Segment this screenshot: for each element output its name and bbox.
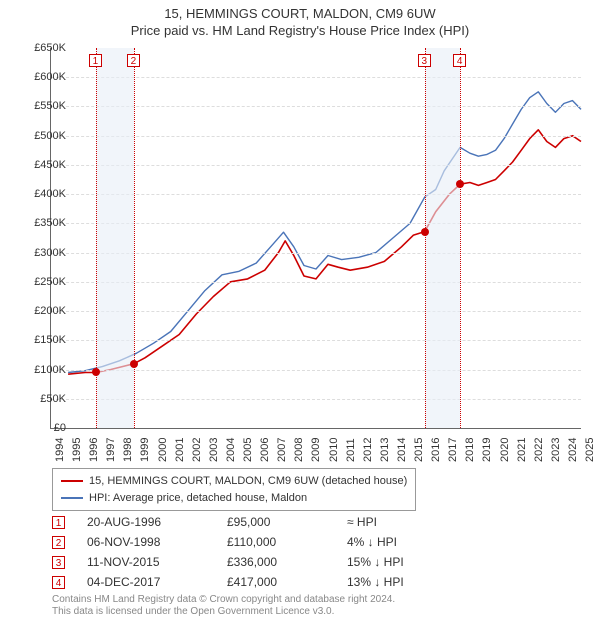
y-axis-label: £650K	[34, 42, 66, 54]
event-price: £417,000	[227, 575, 347, 589]
chart-marker-box: 4	[453, 54, 466, 67]
x-axis-label: 2015	[413, 438, 425, 462]
x-axis-label: 2001	[174, 438, 186, 462]
x-axis-label: 2006	[259, 438, 271, 462]
x-axis-label: 2004	[225, 438, 237, 462]
chart-marker-box: 3	[418, 54, 431, 67]
event-marker-box: 4	[52, 576, 65, 589]
chart-event-dot	[456, 180, 464, 188]
legend-swatch	[61, 480, 83, 482]
chart-container: 15, HEMMINGS COURT, MALDON, CM9 6UW Pric…	[0, 0, 600, 620]
x-axis-label: 2008	[293, 438, 305, 462]
y-axis-label: £200K	[34, 305, 66, 317]
event-marker-box: 1	[52, 516, 65, 529]
y-axis-label: £150K	[34, 334, 66, 346]
y-axis-label: £450K	[34, 159, 66, 171]
event-date: 11-NOV-2015	[87, 555, 227, 569]
event-hpi: 4% ↓ HPI	[347, 535, 487, 549]
footer: Contains HM Land Registry data © Crown c…	[52, 594, 395, 618]
x-axis-label: 2023	[550, 438, 562, 462]
x-axis-label: 2024	[567, 438, 579, 462]
x-axis-label: 2017	[447, 438, 459, 462]
x-axis-label: 2005	[242, 438, 254, 462]
x-axis-label: 1999	[139, 438, 151, 462]
x-axis-label: 2021	[516, 438, 528, 462]
x-axis-label: 1996	[88, 438, 100, 462]
x-axis-label: 2025	[584, 438, 596, 462]
y-axis-label: £250K	[34, 276, 66, 288]
title-line-1: 15, HEMMINGS COURT, MALDON, CM9 6UW	[0, 6, 600, 23]
x-axis-label: 2020	[499, 438, 511, 462]
x-axis-label: 1998	[122, 438, 134, 462]
x-axis-label: 1994	[54, 438, 66, 462]
x-axis-label: 2002	[191, 438, 203, 462]
event-hpi: 15% ↓ HPI	[347, 555, 487, 569]
event-date: 04-DEC-2017	[87, 575, 227, 589]
x-axis-label: 2014	[396, 438, 408, 462]
event-row: 1 20-AUG-1996 £95,000 ≈ HPI	[52, 512, 487, 532]
event-row: 4 04-DEC-2017 £417,000 13% ↓ HPI	[52, 572, 487, 592]
y-axis-label: £100K	[34, 364, 66, 376]
x-axis-label: 2003	[208, 438, 220, 462]
x-axis-label: 2019	[481, 438, 493, 462]
x-axis-label: 2018	[464, 438, 476, 462]
title-line-2: Price paid vs. HM Land Registry's House …	[0, 23, 600, 40]
x-axis-label: 2010	[328, 438, 340, 462]
event-row: 2 06-NOV-1998 £110,000 4% ↓ HPI	[52, 532, 487, 552]
event-date: 06-NOV-1998	[87, 535, 227, 549]
footer-line-1: Contains HM Land Registry data © Crown c…	[52, 594, 395, 606]
chart-plot-area	[50, 48, 581, 429]
chart-event-dot	[421, 228, 429, 236]
x-axis-label: 2012	[362, 438, 374, 462]
y-axis-label: £600K	[34, 71, 66, 83]
event-price: £336,000	[227, 555, 347, 569]
chart-event-dot	[92, 368, 100, 376]
x-axis-label: 1995	[71, 438, 83, 462]
event-date: 20-AUG-1996	[87, 515, 227, 529]
y-axis-label: £0	[54, 422, 66, 434]
legend-label: 15, HEMMINGS COURT, MALDON, CM9 6UW (det…	[89, 473, 407, 490]
legend-swatch	[61, 497, 83, 499]
event-marker-box: 2	[52, 536, 65, 549]
x-axis-label: 2009	[310, 438, 322, 462]
x-axis-label: 2011	[345, 438, 357, 462]
event-price: £110,000	[227, 535, 347, 549]
footer-line-2: This data is licensed under the Open Gov…	[52, 606, 395, 618]
legend-item: HPI: Average price, detached house, Mald…	[61, 490, 407, 507]
y-axis-label: £50K	[40, 393, 66, 405]
event-hpi: ≈ HPI	[347, 515, 487, 529]
title-block: 15, HEMMINGS COURT, MALDON, CM9 6UW Pric…	[0, 0, 600, 40]
x-axis-label: 2007	[276, 438, 288, 462]
x-axis-label: 1997	[105, 438, 117, 462]
x-axis-label: 2013	[379, 438, 391, 462]
legend-label: HPI: Average price, detached house, Mald…	[89, 490, 307, 507]
y-axis-label: £500K	[34, 130, 66, 142]
event-marker-box: 3	[52, 556, 65, 569]
chart-marker-box: 1	[89, 54, 102, 67]
chart-event-dot	[130, 360, 138, 368]
chart-marker-box: 2	[127, 54, 140, 67]
legend-item: 15, HEMMINGS COURT, MALDON, CM9 6UW (det…	[61, 473, 407, 490]
legend: 15, HEMMINGS COURT, MALDON, CM9 6UW (det…	[52, 468, 416, 511]
x-axis-label: 2000	[157, 438, 169, 462]
y-axis-label: £400K	[34, 188, 66, 200]
y-axis-label: £550K	[34, 100, 66, 112]
event-row: 3 11-NOV-2015 £336,000 15% ↓ HPI	[52, 552, 487, 572]
event-hpi: 13% ↓ HPI	[347, 575, 487, 589]
x-axis-label: 2016	[430, 438, 442, 462]
y-axis-label: £350K	[34, 217, 66, 229]
y-axis-label: £300K	[34, 247, 66, 259]
x-axis-label: 2022	[533, 438, 545, 462]
event-price: £95,000	[227, 515, 347, 529]
events-table: 1 20-AUG-1996 £95,000 ≈ HPI 2 06-NOV-199…	[52, 512, 487, 592]
